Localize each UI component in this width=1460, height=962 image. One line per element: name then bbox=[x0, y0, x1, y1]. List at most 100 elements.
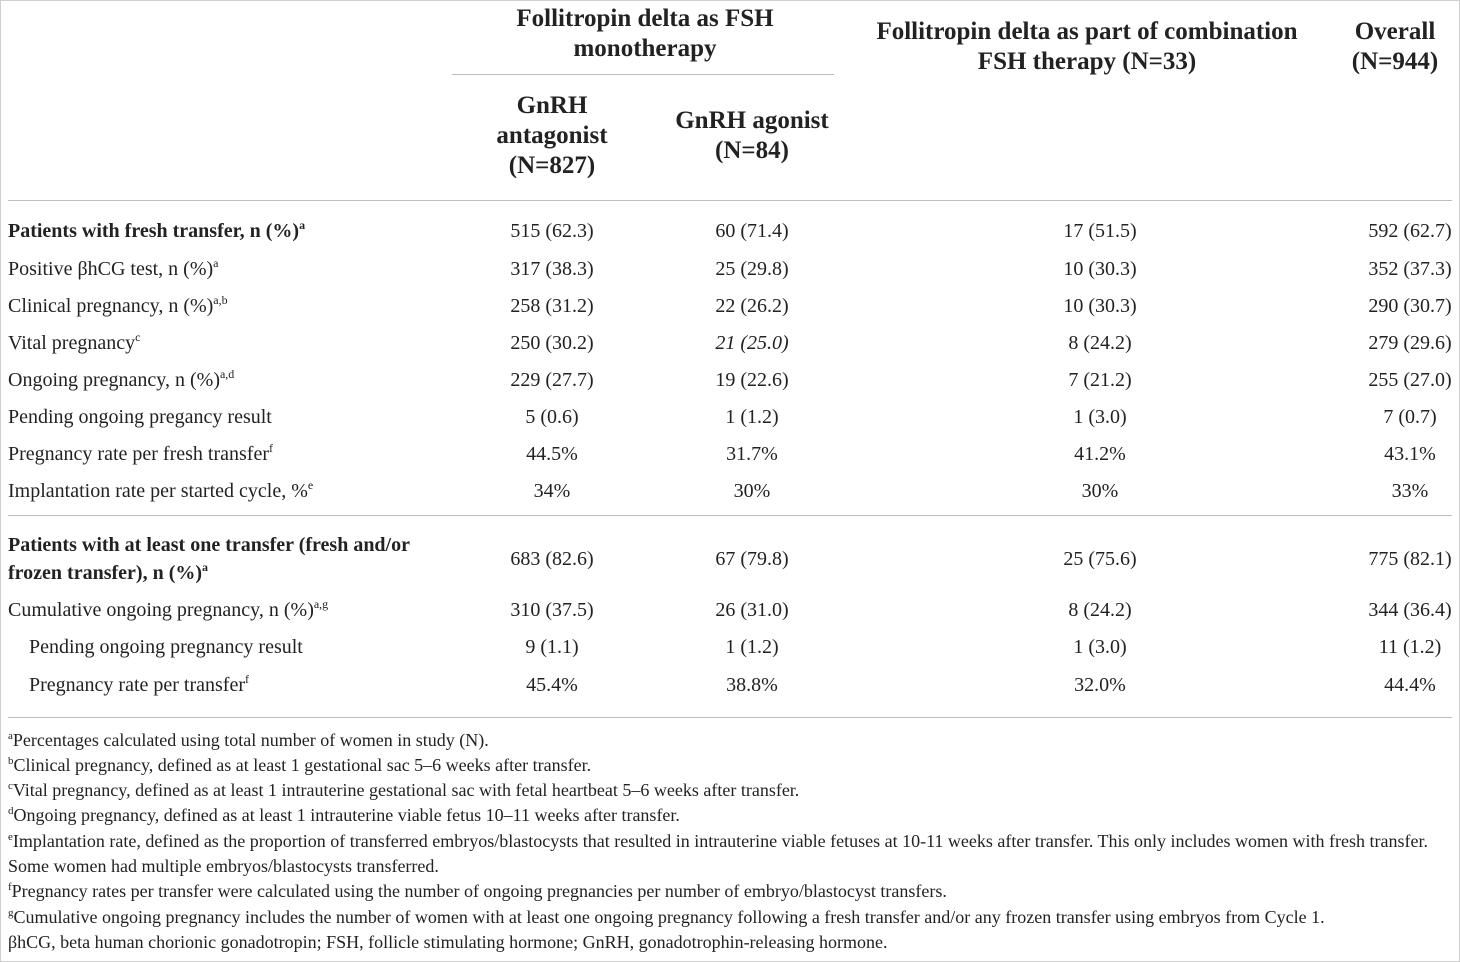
cell-combination: 10 (30.3) bbox=[1063, 295, 1137, 317]
header-antagonist: GnRH antagonist (N=827) bbox=[452, 91, 652, 181]
cell-overall: 775 (82.1) bbox=[1368, 548, 1452, 570]
row-label: Clinical pregnancy, n (%)a,b bbox=[8, 292, 228, 320]
cell-agonist: 22 (26.2) bbox=[715, 295, 789, 317]
header-antagonist-line2: antagonist bbox=[496, 122, 608, 149]
footnote-ref: c bbox=[135, 330, 141, 344]
cell-agonist: 38.8% bbox=[726, 674, 778, 696]
cell-antagonist: 310 (37.5) bbox=[510, 599, 594, 621]
footnote-e: eImplantation rate, defined as the propo… bbox=[8, 831, 1428, 876]
cell-combination: 32.0% bbox=[1074, 674, 1126, 696]
cell-combination: 10 (30.3) bbox=[1063, 258, 1137, 280]
row-label-text: Positive βhCG test, n (%) bbox=[8, 258, 214, 280]
cell-antagonist: 44.5% bbox=[526, 443, 578, 465]
cell-overall: 7 (0.7) bbox=[1383, 406, 1437, 428]
cell-antagonist: 317 (38.3) bbox=[510, 258, 594, 280]
row-label: Positive βhCG test, n (%)a bbox=[8, 255, 219, 283]
cell-combination: 17 (51.5) bbox=[1063, 220, 1137, 242]
footnote-g: gCumulative ongoing pregnancy includes t… bbox=[8, 907, 1325, 927]
cell-antagonist: 45.4% bbox=[526, 674, 578, 696]
cell-combination: 7 (21.2) bbox=[1068, 369, 1132, 391]
footnote-c: cVital pregnancy, defined as at least 1 … bbox=[8, 780, 800, 800]
cell-agonist: 60 (71.4) bbox=[715, 220, 789, 242]
cell-combination: 41.2% bbox=[1074, 443, 1126, 465]
row-label: Pending ongoing pregnancy result bbox=[29, 633, 303, 661]
row-label-text: Clinical pregnancy, n (%) bbox=[8, 295, 214, 317]
row-label-text: Pregnancy rate per transfer bbox=[29, 674, 245, 696]
footnote-ref: f bbox=[268, 441, 273, 455]
footnote-ref: a,b bbox=[213, 293, 228, 307]
row-label-line1: Patients with at least one transfer (fre… bbox=[8, 534, 410, 556]
table-bottom-rule bbox=[8, 717, 1452, 718]
cell-agonist: 31.7% bbox=[726, 443, 778, 465]
footnote-b: bClinical pregnancy, defined as at least… bbox=[8, 755, 592, 775]
cell-combination: 30% bbox=[1081, 480, 1119, 502]
row-label-text: Ongoing pregnancy, n (%) bbox=[8, 369, 220, 391]
cell-antagonist: 229 (27.7) bbox=[510, 369, 594, 391]
cell-overall: 33% bbox=[1391, 480, 1429, 502]
header-agonist-n: (N=84) bbox=[715, 137, 789, 164]
header-antagonist-line1: GnRH bbox=[516, 92, 588, 119]
cell-overall: 44.4% bbox=[1384, 674, 1436, 696]
cell-overall: 592 (62.7) bbox=[1368, 220, 1452, 242]
section-divider bbox=[8, 515, 1452, 516]
cell-antagonist: 34% bbox=[533, 480, 571, 502]
cell-antagonist: 5 (0.6) bbox=[525, 406, 579, 428]
row-label: Pending ongoing pregancy result bbox=[8, 403, 272, 431]
cell-overall: 43.1% bbox=[1384, 443, 1436, 465]
row-label-text: Patients with fresh transfer, n (%) bbox=[8, 220, 300, 242]
row-label: Ongoing pregnancy, n (%)a,d bbox=[8, 366, 234, 394]
cell-agonist: 1 (1.2) bbox=[725, 636, 779, 658]
header-overall: Overall (N=944) bbox=[1351, 18, 1439, 75]
row-label-text: Vital pregnancy bbox=[8, 332, 136, 354]
header-agonist: GnRH agonist (N=84) bbox=[652, 106, 852, 166]
cell-agonist: 1 (1.2) bbox=[725, 406, 779, 428]
footnote-ref: a,d bbox=[219, 367, 235, 381]
row-label-text: Pending ongoing pregancy result bbox=[8, 406, 272, 428]
cell-combination: 25 (75.6) bbox=[1063, 548, 1137, 570]
cell-agonist: 26 (31.0) bbox=[715, 599, 789, 621]
footnote-ref: a bbox=[213, 256, 219, 270]
cell-overall: 352 (37.3) bbox=[1368, 258, 1452, 280]
footnote-ref: e bbox=[307, 478, 314, 492]
row-label: Cumulative ongoing pregnancy, n (%)a,g bbox=[8, 596, 328, 624]
cell-agonist: 67 (79.8) bbox=[715, 548, 789, 570]
footnote-ref: a bbox=[299, 218, 306, 232]
row-label-line2: frozen transfer), n (%)a bbox=[8, 560, 209, 584]
cell-overall: 290 (30.7) bbox=[1368, 295, 1452, 317]
cell-agonist: 19 (22.6) bbox=[715, 369, 789, 391]
cell-overall: 11 (1.2) bbox=[1378, 636, 1442, 658]
cell-agonist: 30% bbox=[733, 480, 771, 502]
header-group-rule bbox=[452, 74, 834, 75]
cell-combination: 8 (24.2) bbox=[1068, 599, 1132, 621]
footnote-d: dOngoing pregnancy, defined as at least … bbox=[8, 805, 680, 825]
cell-agonist: 25 (29.8) bbox=[715, 258, 789, 280]
header-combination: Follitropin delta as part of combination… bbox=[876, 18, 1298, 75]
cell-combination: 1 (3.0) bbox=[1073, 406, 1127, 428]
footnote-ref: f bbox=[245, 672, 249, 686]
cell-combination: 8 (24.2) bbox=[1068, 332, 1132, 354]
footnote-ref: a,g bbox=[313, 597, 329, 611]
cell-antagonist: 683 (82.6) bbox=[510, 548, 594, 570]
footnote-ref: a bbox=[202, 560, 209, 574]
row-label-text: Pregnancy rate per fresh transfer bbox=[8, 443, 269, 465]
row-label-text: Implantation rate per started cycle, % bbox=[8, 480, 308, 502]
cell-combination: 1 (3.0) bbox=[1073, 636, 1127, 658]
cell-agonist: 21 (25.0) bbox=[715, 332, 789, 354]
cell-overall: 344 (36.4) bbox=[1368, 599, 1452, 621]
row-label: Pregnancy rate per transferf bbox=[29, 671, 249, 699]
cell-antagonist: 9 (1.1) bbox=[525, 636, 579, 658]
cell-antagonist: 258 (31.2) bbox=[510, 295, 594, 317]
row-label-any-transfer: Patients with at least one transfer (fre… bbox=[8, 531, 410, 587]
cell-antagonist: 250 (30.2) bbox=[510, 332, 594, 354]
row-label: Patients with fresh transfer, n (%)a bbox=[8, 217, 305, 245]
cell-overall: 279 (29.6) bbox=[1368, 332, 1452, 354]
footnote-a: aPercentages calculated using total numb… bbox=[8, 730, 489, 750]
header-mono-group: Follitropin delta as FSH monotherapy bbox=[516, 5, 774, 62]
header-antagonist-n: (N=827) bbox=[508, 152, 596, 179]
footnote-abbreviations: βhCG, beta human chorionic gonadotropin;… bbox=[8, 932, 888, 952]
row-label-text: Pending ongoing pregnancy result bbox=[29, 636, 303, 658]
row-label: Pregnancy rate per fresh transferf bbox=[8, 440, 273, 468]
cell-antagonist: 515 (62.3) bbox=[510, 220, 594, 242]
row-label: Implantation rate per started cycle, %e bbox=[8, 477, 313, 505]
header-bottom-rule bbox=[8, 200, 1452, 201]
